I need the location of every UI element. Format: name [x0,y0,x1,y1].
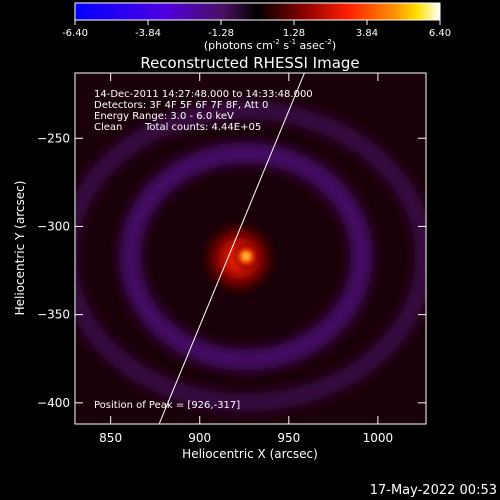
limb-line [158,73,305,424]
y-tick-label: −350 [37,308,70,322]
colorbar-tick-label: -6.40 [62,28,88,39]
total-counts-text: Total counts: 4.44E+05 [144,122,261,133]
colorbar-tick-label: 3.84 [356,28,378,39]
y-tick-label: −400 [37,396,70,410]
chart-title: Reconstructed RHESSI Image [140,54,359,72]
detectors-text: Detectors: 3F 4F 5F 6F 7F 8F, Att 0 [94,100,268,111]
footer-date: 17-May-2022 00:53 [370,483,497,498]
peak-position-text: Position of Peak = [926,-317] [94,400,240,411]
x-tick-label: 850 [99,431,122,445]
colorbar-tick-label: 1.28 [283,28,305,39]
colorbar-tick-label: -1.28 [208,28,234,39]
heatmap-source [243,254,249,259]
colorbar-tick-label: 6.40 [429,28,451,39]
energy-range-text: Energy Range: 3.0 - 6.0 keV [94,111,234,122]
y-tick-label: −300 [37,219,70,233]
method-text: Clean [94,122,122,133]
y-axis-label: Heliocentric Y (arcsec) [13,181,27,316]
heatmap-layer [75,101,426,412]
colorbar: -6.40 -3.84 -1.28 1.28 3.84 6.40 (photons cm-… [62,2,451,52]
colorbar-bar [74,2,441,21]
x-tick-label: 900 [188,431,211,445]
colorbar-tick-label: -3.84 [135,28,161,39]
heatmap-ring [119,142,373,371]
time-range-text: 14-Dec-2011 14:27:48.000 to 14:33:48.000 [94,89,313,100]
axes: 850 900 950 1000 −250 −300 −350 −400 [37,73,426,445]
colorbar-units: (photons cm-2 s-1 asec-2) [204,38,336,52]
plot-frame [74,72,427,425]
y-tick-label: −250 [37,131,70,145]
x-axis-label: Heliocentric X (arcsec) [182,447,318,461]
plot-area [75,73,426,424]
annotations: 14-Dec-2011 14:27:48.000 to 14:33:48.000… [94,89,313,411]
heatmap-ring [75,101,426,412]
colorbar-ticks: -6.40 -3.84 -1.28 1.28 3.84 6.40 [62,20,451,39]
x-tick-label: 950 [277,431,300,445]
x-tick-label: 1000 [363,431,394,445]
